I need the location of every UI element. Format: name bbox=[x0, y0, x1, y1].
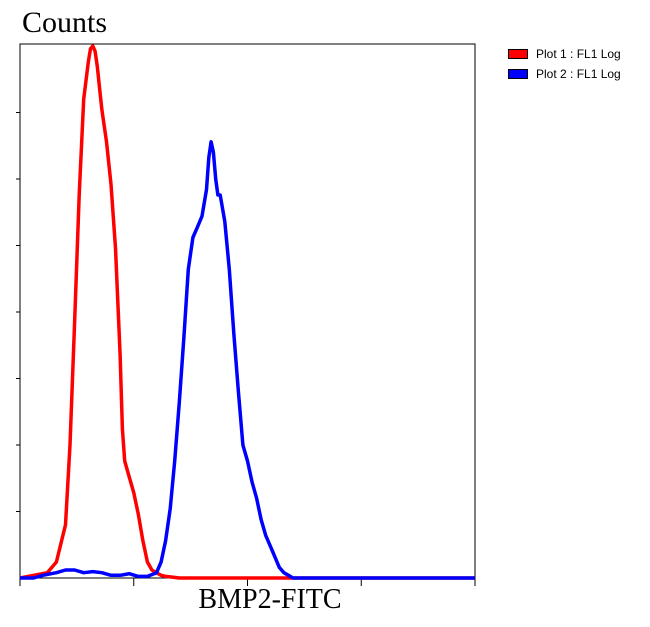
legend-swatch-2 bbox=[508, 69, 528, 79]
plot-frame bbox=[19, 43, 476, 579]
legend-label-1: Plot 1 : FL1 Log bbox=[536, 47, 621, 61]
legend-label-2: Plot 2 : FL1 Log bbox=[536, 67, 621, 81]
legend: Plot 1 : FL1 Log Plot 2 : FL1 Log bbox=[508, 44, 621, 84]
x-axis-label: BMP2-FITC bbox=[198, 584, 342, 615]
legend-swatch-1 bbox=[508, 49, 528, 59]
series-line-2 bbox=[20, 140, 475, 580]
series-line-1 bbox=[19, 44, 475, 580]
series-layer bbox=[19, 44, 475, 580]
legend-item-2: Plot 2 : FL1 Log bbox=[508, 64, 621, 84]
x-axis-label-wrap: BMP2-FITC bbox=[0, 584, 500, 616]
legend-item-1: Plot 1 : FL1 Log bbox=[508, 44, 621, 64]
y-axis-ticks bbox=[16, 112, 20, 512]
y-axis-label: Counts bbox=[22, 6, 108, 39]
